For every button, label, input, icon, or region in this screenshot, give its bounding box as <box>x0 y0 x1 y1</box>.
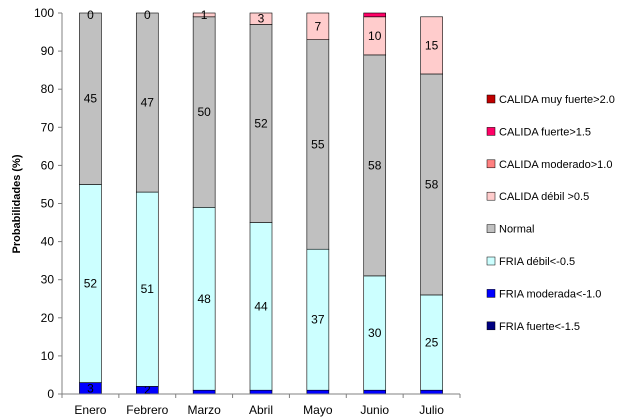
bar-segment <box>79 12 102 185</box>
data-label: 30 <box>368 326 382 340</box>
y-tick-label: 0 <box>47 387 54 401</box>
data-label: 52 <box>84 277 98 291</box>
y-tick-label: 70 <box>41 120 55 134</box>
data-label: 37 <box>311 313 325 327</box>
bar-segment <box>306 389 330 395</box>
y-tick-label: 80 <box>41 82 55 96</box>
data-label: 10 <box>368 29 382 43</box>
legend-swatch <box>486 159 496 169</box>
x-axis: Enero Febrero Marzo Abril Mayo Junio Julio <box>61 393 461 417</box>
legend-swatch <box>486 321 496 331</box>
data-label: 0 <box>144 8 151 22</box>
legend-entry: CALIDA muy fuerte>2.0 <box>499 94 615 106</box>
legend-entry: CALIDA débil >0.5 <box>499 191 589 203</box>
y-tick-label: 100 <box>34 6 54 20</box>
category-label: Junio <box>360 403 389 417</box>
y-tick-label: 90 <box>41 44 55 58</box>
category-label: Marzo <box>187 403 221 417</box>
y-tick-label: 30 <box>41 273 55 287</box>
bar-segment <box>249 389 273 395</box>
data-label: 2 <box>144 383 151 397</box>
legend-entry: FRIA moderada<-1.0 <box>499 288 601 300</box>
y-tick-label: 10 <box>41 349 55 363</box>
data-label: 0 <box>87 8 94 22</box>
legend-swatch <box>486 94 496 104</box>
bar-segment <box>249 12 273 25</box>
bar-segment <box>192 389 216 395</box>
category-label: Mayo <box>303 403 333 417</box>
data-label: 55 <box>311 137 325 151</box>
category-label: Febrero <box>126 403 168 417</box>
y-tick-label: 50 <box>41 197 55 211</box>
legend-swatch <box>486 256 496 266</box>
data-label: 15 <box>425 38 439 52</box>
y-axis-title: Probabilidades (%) <box>11 154 23 253</box>
data-label: 58 <box>368 158 382 172</box>
bar-segment <box>192 12 216 18</box>
legend-swatch <box>486 289 496 298</box>
data-label: 52 <box>254 116 268 130</box>
y-tick-label: 20 <box>41 311 55 325</box>
data-label: 1 <box>201 8 208 22</box>
data-label: 47 <box>141 96 155 110</box>
data-label: 51 <box>141 282 155 296</box>
legend-entry: Normal <box>499 224 534 236</box>
legend-swatch <box>486 127 496 136</box>
data-label: 50 <box>197 105 211 119</box>
bar-segment <box>420 389 443 395</box>
data-label: 25 <box>425 336 439 350</box>
bars-group: 3 52 45 0 2 51 47 0 48 50 1 44 52 3 37 55 7 30 58 10 25 58 15 <box>79 8 443 397</box>
legend-swatch <box>486 224 496 233</box>
legend: CALIDA muy fuerte>2.0 CALIDA fuerte>1.5 CA… <box>486 94 615 333</box>
bar-segment <box>420 16 443 75</box>
bar-segment <box>363 389 387 395</box>
data-label: 44 <box>254 299 268 313</box>
data-label: 48 <box>197 292 211 306</box>
bar-segment <box>306 12 330 40</box>
y-tick-label: 60 <box>41 158 55 172</box>
legend-entry: FRIA fuerte<-1.5 <box>499 321 580 333</box>
y-axis: 0 10 20 30 40 50 60 70 80 90 100 <box>34 6 63 401</box>
category-label: Enero <box>74 403 106 417</box>
bar-segment <box>363 12 387 18</box>
data-label: 58 <box>425 177 439 191</box>
legend-swatch <box>486 191 496 201</box>
data-label: 7 <box>315 19 322 33</box>
category-label: Abril <box>249 403 273 417</box>
legend-entry: CALIDA fuerte>1.5 <box>499 126 591 138</box>
data-label: 45 <box>84 92 98 106</box>
category-label: Julio <box>419 403 444 417</box>
legend-entry: FRIA débil<-0.5 <box>499 256 575 268</box>
data-label: 3 <box>258 12 265 26</box>
legend-entry: CALIDA moderado>1.0 <box>499 159 612 171</box>
y-tick-label: 40 <box>41 235 55 249</box>
data-label: 3 <box>87 381 94 395</box>
bar-segment <box>135 12 159 193</box>
